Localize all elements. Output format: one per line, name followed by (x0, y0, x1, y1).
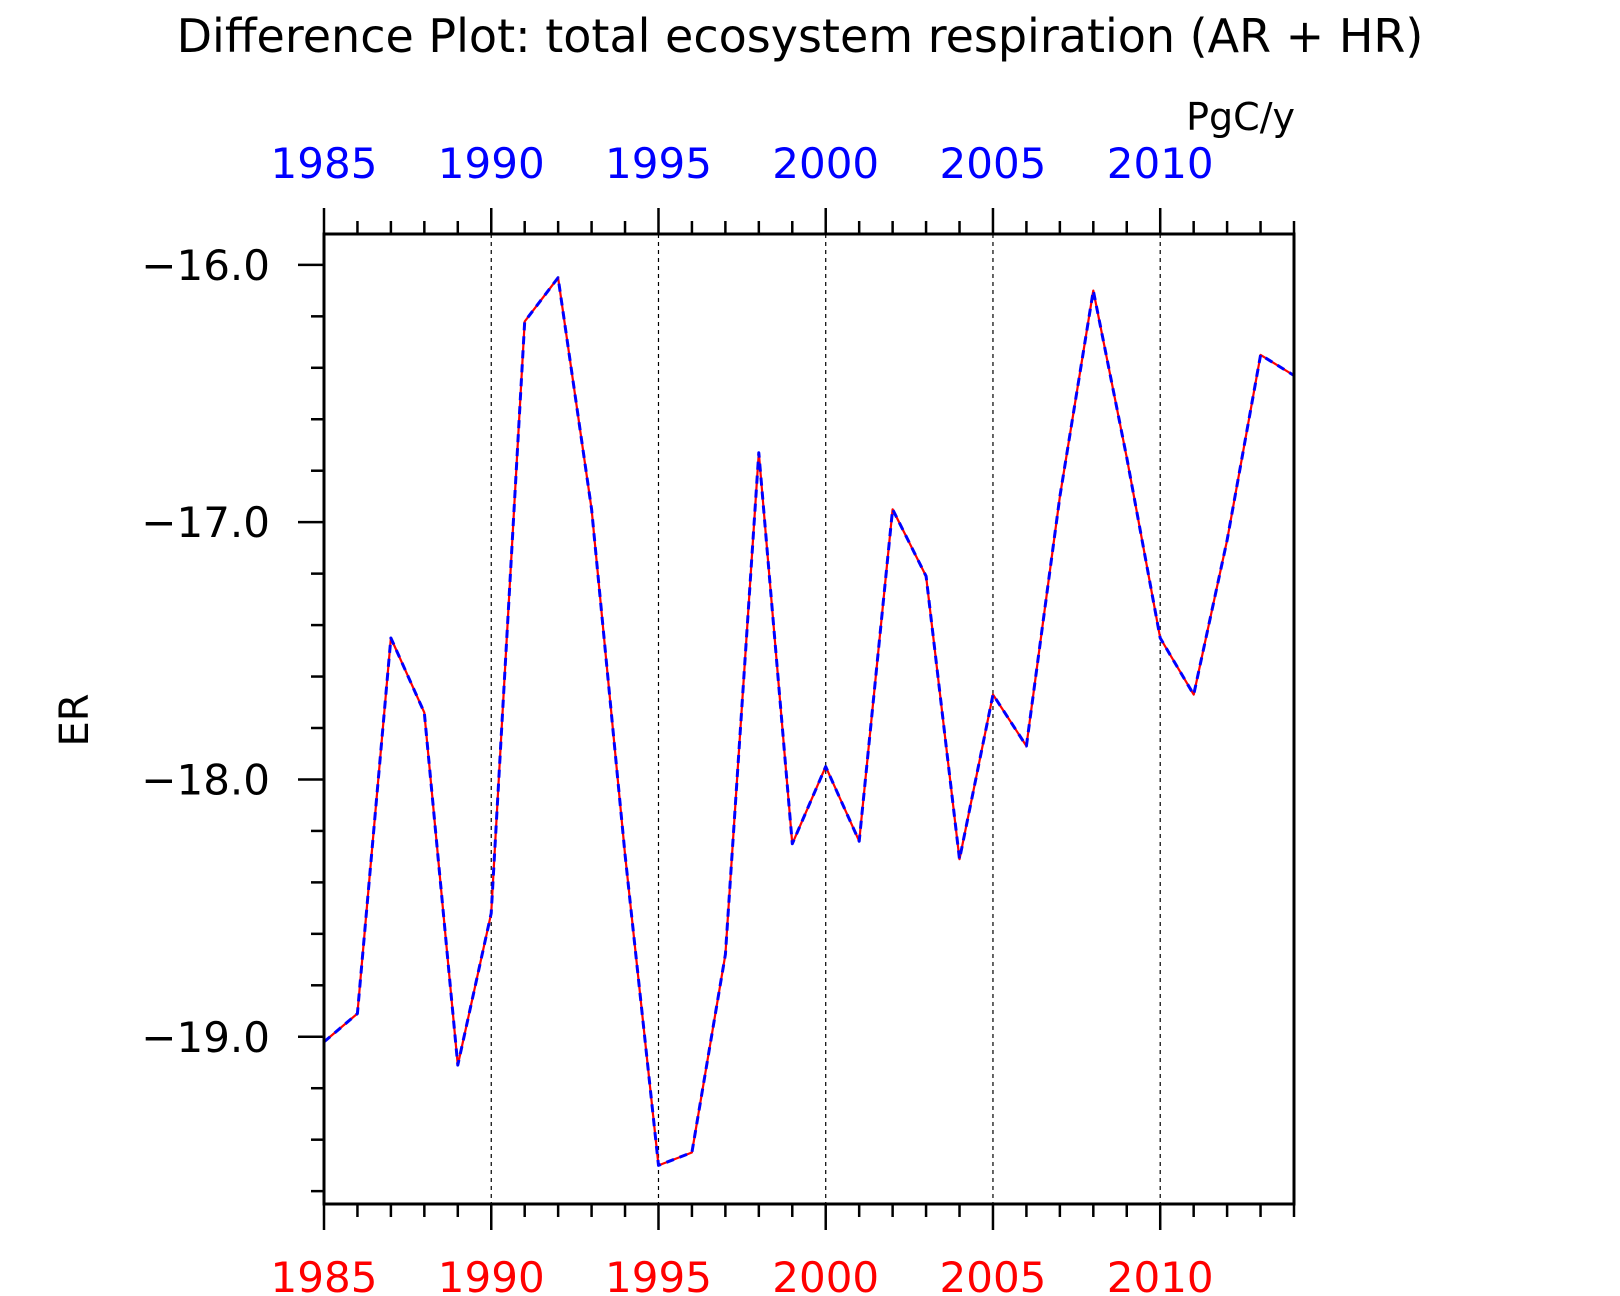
x-tick-label-bottom: 1990 (438, 1253, 545, 1296)
x-tick-label-bottom: 2010 (1107, 1253, 1214, 1296)
x-tick-label-bottom: 2000 (772, 1253, 879, 1296)
data-series (323, 276, 1295, 1167)
x-tick-label-bottom: 1985 (271, 1253, 378, 1296)
y-tick-label: −18.0 (141, 755, 270, 804)
x-tick-label-top: 1985 (271, 139, 378, 188)
axis-ticks (298, 208, 1296, 1230)
series-line (323, 276, 1295, 1167)
x-tick-label-top: 1995 (605, 139, 712, 188)
y-tick-label: −16.0 (141, 241, 270, 290)
y-axis-label: ER (52, 693, 98, 746)
plot-frame (322, 232, 1296, 1206)
x-tick-label-bottom: 1995 (605, 1253, 712, 1296)
x-tick-label-bottom: 2005 (940, 1253, 1047, 1296)
x-tick-label-top: 2005 (940, 139, 1047, 188)
units-label: PgC/y (1186, 95, 1295, 139)
series-line (323, 276, 1295, 1167)
grid-lines (490, 234, 1161, 1204)
x-tick-label-top: 2000 (772, 139, 879, 188)
x-tick-label-top: 2010 (1107, 139, 1214, 188)
tick-labels: 1985 1985 1990 1990 1995 1995 2000 2000 2005 2005… (141, 139, 1213, 1296)
x-tick-label-top: 1990 (438, 139, 545, 188)
y-tick-label: −19.0 (141, 1013, 270, 1062)
chart-title: Difference Plot: total ecosystem respira… (177, 9, 1424, 63)
y-tick-label: −17.0 (141, 498, 270, 547)
